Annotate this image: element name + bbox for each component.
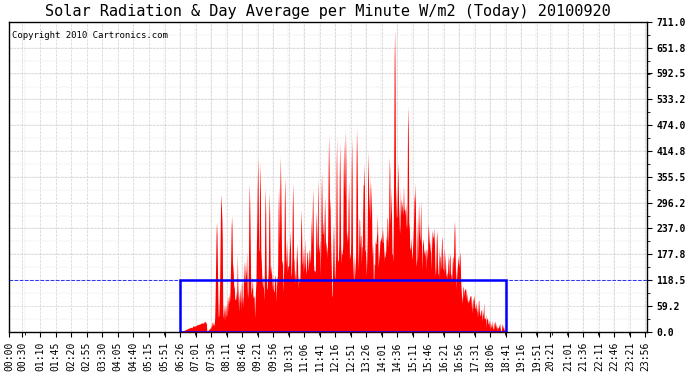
Text: Copyright 2010 Cartronics.com: Copyright 2010 Cartronics.com (12, 31, 168, 40)
Title: Solar Radiation & Day Average per Minute W/m2 (Today) 20100920: Solar Radiation & Day Average per Minute… (45, 4, 611, 19)
Bar (180, 280, 506, 332)
